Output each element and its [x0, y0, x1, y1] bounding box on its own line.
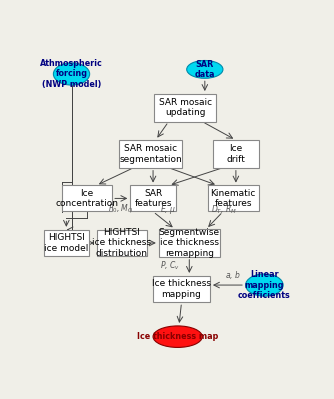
Text: SAR
features: SAR features — [134, 189, 172, 208]
Ellipse shape — [53, 63, 90, 85]
Bar — [130, 186, 176, 211]
Ellipse shape — [245, 274, 283, 296]
Text: SAR mosaic
updating: SAR mosaic updating — [159, 98, 212, 117]
Text: Ice thickness map: Ice thickness map — [137, 332, 218, 341]
Text: Ice
concentration: Ice concentration — [55, 189, 119, 208]
Bar — [159, 229, 220, 257]
Text: $D_T$, $R_M$: $D_T$, $R_M$ — [211, 204, 237, 216]
Bar — [213, 140, 259, 168]
Text: $P$, $C_v$: $P$, $C_v$ — [160, 260, 180, 272]
Bar — [44, 230, 89, 256]
Text: $a$, $b$: $a$, $b$ — [225, 269, 241, 281]
Text: $F_0$, $M_Q$: $F_0$, $M_Q$ — [109, 202, 134, 215]
Text: Linear
mapping
coefficients: Linear mapping coefficients — [238, 270, 291, 300]
Ellipse shape — [153, 326, 202, 348]
Bar — [97, 230, 147, 256]
Text: Ice
drift: Ice drift — [226, 144, 245, 164]
Text: HIGHTSI
ice thickness
distribution: HIGHTSI ice thickness distribution — [93, 228, 152, 258]
Text: Kinematic
features: Kinematic features — [211, 189, 256, 208]
Ellipse shape — [187, 61, 223, 78]
Text: $E$, $\mu$: $E$, $\mu$ — [160, 203, 176, 216]
Text: Ice thickness
mapping: Ice thickness mapping — [152, 279, 211, 299]
Bar — [208, 186, 259, 211]
Bar — [153, 276, 210, 302]
Bar — [154, 94, 216, 122]
Bar — [62, 186, 112, 211]
Text: Segmentwise
ice thickness
remapping: Segmentwise ice thickness remapping — [159, 228, 220, 258]
Text: SAR mosaic
segmentation: SAR mosaic segmentation — [119, 144, 182, 164]
Bar — [120, 140, 182, 168]
Text: SAR
data: SAR data — [195, 60, 215, 79]
Text: Athmospheric
forcing
(NWP model): Athmospheric forcing (NWP model) — [40, 59, 103, 89]
Text: HIGHTSI
ice model: HIGHTSI ice model — [44, 233, 89, 253]
